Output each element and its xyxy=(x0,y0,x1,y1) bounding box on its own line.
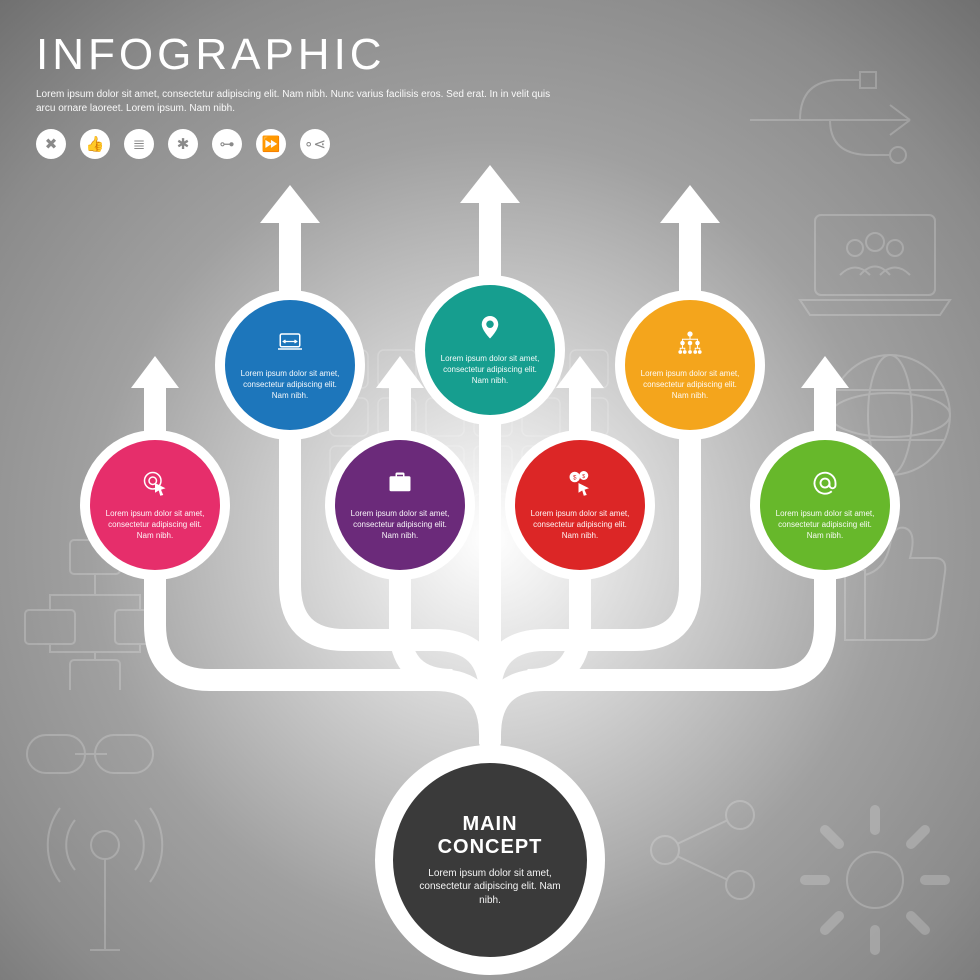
network-icon: ✱ xyxy=(168,129,198,159)
laptop-arrows-icon xyxy=(275,328,305,363)
svg-text:$: $ xyxy=(582,474,585,480)
database-icon: ≣ xyxy=(124,129,154,159)
at-sign-icon xyxy=(810,468,840,503)
infographic-stage: INFOGRAPHIC Lorem ipsum dolor sit amet, … xyxy=(0,0,980,980)
deco-share-nodes-icon xyxy=(640,790,770,910)
branch-node-body: Lorem ipsum dolor sit amet, consectetur … xyxy=(639,369,741,401)
branch-node-body: Lorem ipsum dolor sit amet, consectetur … xyxy=(774,509,876,541)
deco-laptop-people-icon xyxy=(790,200,960,330)
hierarchy-icon xyxy=(675,328,705,363)
branch-node: Lorem ipsum dolor sit amet, consectetur … xyxy=(750,430,900,580)
header-icon-row: ✖ 👍 ≣ ✱ ⊶ ⏩ ∘⋖ xyxy=(36,129,556,159)
usb-icon: ⊶ xyxy=(212,129,242,159)
branch-node: Lorem ipsum dolor sit amet, consectetur … xyxy=(325,430,475,580)
fast-forward-icon: ⏩ xyxy=(256,129,286,159)
branch-node: Lorem ipsum dolor sit amet, consectetur … xyxy=(80,430,230,580)
share-icon: ∘⋖ xyxy=(300,129,330,159)
branch-node-body: Lorem ipsum dolor sit amet, consectetur … xyxy=(104,509,206,541)
pay-per-click-icon: $$ xyxy=(565,468,595,503)
header-title: INFOGRAPHIC xyxy=(36,30,556,80)
deco-usb-arrow-icon xyxy=(740,50,960,180)
deco-chain-icon xyxy=(15,710,165,800)
branch-node-body: Lorem ipsum dolor sit amet, consectetur … xyxy=(439,354,541,386)
deco-broadcast-icon xyxy=(30,790,180,960)
deco-gear-icon xyxy=(790,795,960,965)
branch-node: $$ Lorem ipsum dolor sit amet, consectetu… xyxy=(505,430,655,580)
wrench-icon: ✖ xyxy=(36,129,66,159)
main-concept-node: MAIN CONCEPT Lorem ipsum dolor sit amet,… xyxy=(375,745,605,975)
main-concept-body: Lorem ipsum dolor sit amet, consectetur … xyxy=(410,867,570,908)
thumbs-up-icon: 👍 xyxy=(80,129,110,159)
target-click-icon xyxy=(140,468,170,503)
branch-node: Lorem ipsum dolor sit amet, consectetur … xyxy=(615,290,765,440)
main-concept-title: MAIN CONCEPT xyxy=(407,813,573,859)
map-pin-star-icon xyxy=(475,313,505,348)
branch-node-body: Lorem ipsum dolor sit amet, consectetur … xyxy=(239,369,341,401)
header-subtitle: Lorem ipsum dolor sit amet, consectetur … xyxy=(36,88,556,115)
branch-node-body: Lorem ipsum dolor sit amet, consectetur … xyxy=(349,509,451,541)
branch-node: Lorem ipsum dolor sit amet, consectetur … xyxy=(215,290,365,440)
briefcase-icon xyxy=(385,468,415,503)
branch-node-body: Lorem ipsum dolor sit amet, consectetur … xyxy=(529,509,631,541)
branch-node: Lorem ipsum dolor sit amet, consectetur … xyxy=(415,275,565,425)
header: INFOGRAPHIC Lorem ipsum dolor sit amet, … xyxy=(36,30,556,159)
